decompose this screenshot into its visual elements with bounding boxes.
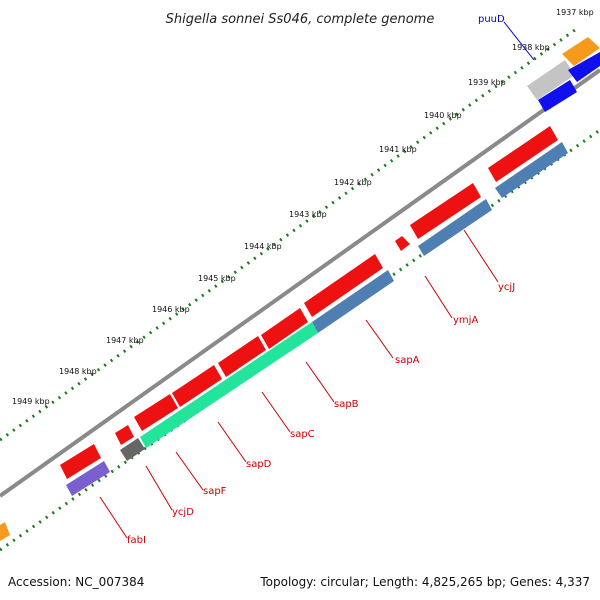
gene-label-sapB: sapB <box>334 399 359 410</box>
gene-red-ymjA <box>395 236 410 251</box>
kbp-label: 1940 kbp <box>424 111 462 120</box>
leader-sapD <box>217 421 247 463</box>
kbp-label: 1939 kbp <box>468 78 506 87</box>
gene-labels: puuD ycjJ ymjA sapA sapB sapC sapD sapF … <box>127 14 515 546</box>
gene-blue-1 <box>495 142 568 198</box>
features <box>0 37 600 541</box>
kbp-label: 1941 kbp <box>379 145 417 154</box>
leader-sapC <box>261 391 291 433</box>
gene-darkblue-1 <box>568 52 600 82</box>
gene-blue-2 <box>418 199 492 256</box>
leader-sapB <box>305 361 335 403</box>
genome-info-text: Topology: circular; Length: 4,825,265 bp… <box>259 575 590 589</box>
leader-fabI <box>99 496 128 539</box>
gene-red-3 <box>304 254 383 317</box>
gene-label-ycjJ: ycjJ <box>498 282 515 293</box>
kbp-label: 1949 kbp <box>12 397 50 406</box>
gene-silver <box>527 60 575 100</box>
gene-orange-top <box>562 37 600 66</box>
leader-puuD <box>503 21 535 61</box>
kbp-label: 1943 kbp <box>289 210 327 219</box>
leader-ycjJ <box>463 229 499 283</box>
gene-orange-left <box>0 522 10 541</box>
gene-label-sapC: sapC <box>290 429 315 440</box>
gene-red-1 <box>488 126 558 182</box>
accession-text: Accession: NC_007384 <box>8 575 144 589</box>
gene-red-4 <box>261 308 308 349</box>
kbp-label: 1947 kbp <box>106 336 144 345</box>
leader-lines <box>99 21 535 539</box>
kbp-label: 1942 kbp <box>334 178 372 187</box>
gene-red-7 <box>134 394 178 431</box>
gene-label-ymjA: ymjA <box>453 315 478 326</box>
gene-label-ycjD: ycjD <box>172 507 194 518</box>
gene-darkblue-2 <box>538 80 577 112</box>
leader-ymjA <box>424 275 453 319</box>
kbp-label: 1937 kbp <box>556 8 594 17</box>
gene-red-6 <box>172 365 222 407</box>
genome-backbone <box>0 68 600 498</box>
kbp-label: 1944 kbp <box>244 242 282 251</box>
ruler-labels: 1937 kbp 1938 kbp 1939 kbp 1940 kbp 1941… <box>12 8 594 406</box>
kbp-label: 1946 kbp <box>152 305 190 314</box>
gene-label-sapF: sapF <box>203 486 227 497</box>
gene-red-8 <box>115 425 134 445</box>
gene-label-sapD: sapD <box>246 459 272 470</box>
kbp-label: 1938 kbp <box>512 43 550 52</box>
leader-sapA <box>365 319 394 359</box>
gene-blue-sapA <box>312 270 394 333</box>
gene-label-fabI: fabI <box>127 535 146 546</box>
gene-red-2 <box>410 183 481 239</box>
leader-sapF <box>175 451 204 491</box>
gene-gray-ycjD <box>120 438 145 461</box>
outer-ruler-dots <box>0 28 576 442</box>
gene-red-5 <box>218 336 266 377</box>
gene-red-9 <box>60 444 101 479</box>
gene-label-puuD: puuD <box>478 14 505 25</box>
kbp-label: 1945 kbp <box>198 274 236 283</box>
map-title: Shigella sonnei Ss046, complete genome <box>166 12 435 27</box>
gene-green-sap <box>140 322 318 448</box>
gene-purple-fabI <box>66 461 110 496</box>
leader-ycjD <box>145 465 173 511</box>
kbp-label: 1948 kbp <box>59 367 97 376</box>
gene-label-sapA: sapA <box>395 355 420 366</box>
